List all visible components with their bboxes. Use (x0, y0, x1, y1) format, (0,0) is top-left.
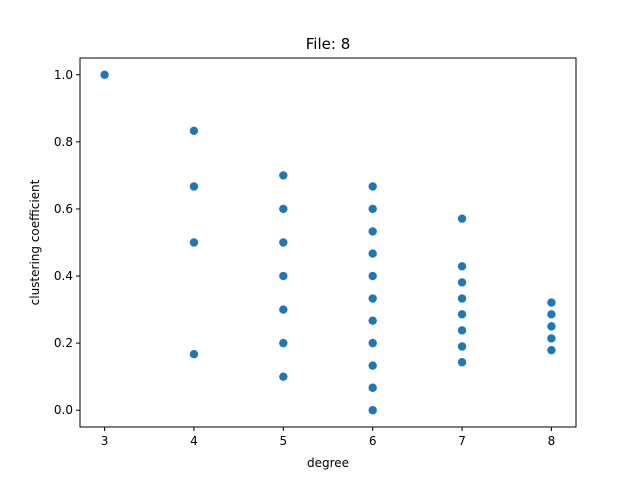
data-point (279, 204, 288, 214)
plot-frame (79, 57, 577, 428)
data-point (457, 358, 467, 367)
data-point (547, 298, 556, 307)
data-point (547, 345, 556, 355)
data-point (279, 238, 288, 247)
x-tick-label: 6 (369, 434, 377, 448)
x-tick-label: 3 (101, 434, 109, 448)
data-point (547, 322, 556, 331)
data-point (368, 249, 377, 258)
data-point (457, 278, 467, 287)
x-tick-label: 7 (458, 434, 466, 448)
data-point (457, 326, 467, 335)
data-points (100, 70, 556, 415)
data-point (457, 214, 467, 223)
data-point (368, 406, 377, 415)
data-point (189, 182, 199, 191)
data-point (457, 294, 467, 303)
data-point (368, 338, 377, 348)
axis-ticks: 3 4 5 6 7 8 0.0 0.2 0.4 0.6 0.8 1.0 (54, 68, 555, 448)
data-point (279, 372, 288, 381)
data-point (189, 238, 199, 247)
x-tick-label: 4 (190, 434, 198, 448)
x-axis-label: degree (307, 456, 349, 470)
y-tick-label: 0.4 (54, 269, 73, 283)
y-tick-label: 0.6 (54, 202, 73, 216)
data-point (547, 334, 556, 343)
y-axis-label: clustering coefficient (28, 179, 42, 305)
data-point (457, 262, 467, 271)
data-point (368, 294, 377, 303)
y-tick-label: 0.8 (54, 135, 73, 149)
data-point (100, 70, 109, 79)
x-tick-label: 8 (548, 434, 556, 448)
data-point (368, 383, 377, 392)
x-tick-label: 5 (279, 434, 287, 448)
chart-title: File: 8 (306, 35, 350, 53)
data-point (279, 305, 288, 314)
data-point (279, 338, 288, 348)
data-point (189, 350, 199, 359)
data-point (189, 126, 199, 135)
data-point (368, 182, 377, 191)
data-point (368, 316, 377, 325)
y-tick-label: 1.0 (54, 68, 73, 82)
data-point (368, 271, 377, 281)
data-point (279, 271, 288, 281)
data-point (457, 342, 467, 351)
data-point (279, 171, 288, 180)
y-tick-label: 0.0 (54, 403, 73, 417)
data-point (368, 227, 377, 236)
data-point (457, 310, 467, 319)
y-tick-label: 0.2 (54, 336, 73, 350)
data-point (368, 204, 377, 214)
data-point (547, 310, 556, 319)
data-point (368, 361, 377, 370)
